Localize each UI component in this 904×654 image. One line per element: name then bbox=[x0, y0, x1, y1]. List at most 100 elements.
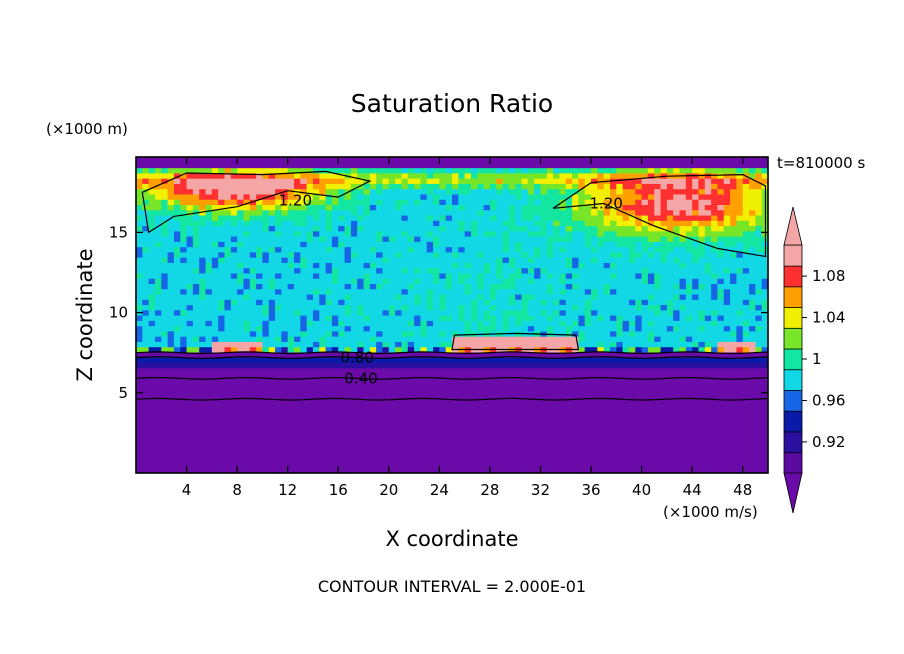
field-cell bbox=[376, 357, 384, 363]
field-cell bbox=[761, 267, 768, 274]
field-cell bbox=[211, 267, 219, 274]
field-cell bbox=[572, 404, 579, 411]
field-cell bbox=[666, 357, 674, 363]
field-cell bbox=[502, 425, 510, 432]
field-cell bbox=[711, 378, 719, 385]
field-cell bbox=[610, 383, 617, 390]
field-cell bbox=[426, 241, 434, 248]
field-cell bbox=[192, 325, 200, 332]
field-cell bbox=[369, 451, 377, 458]
field-cell bbox=[496, 209, 504, 216]
field-cell bbox=[515, 367, 523, 374]
field-cell bbox=[736, 372, 744, 379]
field-cell bbox=[515, 425, 523, 432]
field-cell bbox=[243, 346, 251, 353]
field-cell bbox=[515, 451, 523, 458]
field-cell bbox=[338, 293, 346, 300]
field-cell bbox=[230, 462, 238, 469]
field-cell bbox=[742, 304, 750, 311]
field-cell bbox=[376, 267, 384, 274]
field-cell bbox=[338, 304, 346, 311]
field-cell bbox=[565, 341, 573, 348]
field-cell bbox=[173, 346, 181, 353]
field-cell bbox=[685, 230, 693, 237]
field-cell bbox=[692, 362, 700, 369]
field-cell bbox=[711, 436, 719, 442]
field-cell bbox=[730, 383, 737, 390]
field-cell bbox=[527, 420, 535, 427]
field-cell bbox=[458, 436, 466, 442]
field-cell bbox=[275, 462, 282, 469]
field-cell bbox=[527, 357, 535, 363]
field-cell bbox=[287, 225, 295, 232]
field-cell bbox=[502, 315, 510, 321]
field-cell bbox=[382, 409, 390, 416]
field-cell bbox=[224, 430, 232, 437]
field-cell bbox=[357, 346, 365, 353]
field-cell bbox=[445, 457, 453, 464]
field-cell bbox=[597, 309, 605, 316]
field-cell bbox=[572, 415, 579, 421]
field-cell bbox=[704, 409, 712, 416]
field-cell bbox=[180, 262, 188, 269]
field-cell bbox=[376, 309, 384, 316]
field-cell bbox=[572, 293, 579, 300]
field-cell bbox=[256, 436, 263, 442]
field-cell bbox=[344, 351, 352, 358]
field-cell bbox=[736, 362, 744, 369]
field-cell bbox=[597, 236, 605, 242]
field-cell bbox=[470, 436, 478, 442]
field-cell bbox=[237, 425, 245, 432]
field-cell bbox=[464, 288, 472, 295]
field-cell bbox=[376, 230, 384, 237]
field-cell bbox=[243, 278, 251, 284]
field-cell bbox=[275, 415, 282, 421]
field-cell bbox=[300, 436, 308, 442]
field-cell bbox=[331, 241, 339, 248]
field-cell bbox=[161, 214, 169, 221]
field-cell bbox=[369, 399, 377, 406]
field-cell bbox=[154, 309, 162, 316]
field-cell bbox=[388, 309, 396, 316]
field-cell bbox=[205, 278, 213, 284]
field-cell bbox=[312, 246, 320, 253]
field-cell bbox=[584, 404, 592, 411]
field-cell bbox=[635, 362, 643, 369]
field-cell bbox=[489, 446, 497, 453]
field-cell bbox=[395, 367, 403, 374]
field-cell bbox=[319, 394, 327, 400]
field-cell bbox=[344, 441, 352, 448]
field-cell bbox=[426, 346, 434, 353]
field-cell bbox=[445, 346, 453, 353]
field-cell bbox=[730, 351, 737, 358]
field-cell bbox=[458, 409, 466, 416]
field-cell bbox=[388, 272, 396, 279]
field-cell bbox=[148, 372, 156, 379]
field-cell bbox=[230, 330, 238, 337]
field-cell bbox=[439, 225, 447, 232]
field-cell bbox=[167, 309, 175, 316]
field-cell bbox=[414, 336, 421, 342]
field-cell bbox=[452, 304, 459, 311]
field-cell bbox=[489, 399, 497, 406]
field-cell bbox=[489, 430, 497, 437]
field-cell bbox=[325, 283, 333, 290]
field-cell bbox=[388, 225, 396, 232]
field-cell bbox=[717, 415, 725, 421]
field-cell bbox=[136, 467, 143, 473]
field-cell bbox=[572, 451, 579, 458]
field-cell bbox=[161, 267, 169, 274]
field-cell bbox=[275, 336, 282, 342]
field-cell bbox=[458, 404, 466, 411]
field-cell bbox=[534, 357, 542, 363]
field-cell bbox=[540, 220, 548, 227]
field-cell bbox=[192, 341, 200, 348]
field-cell bbox=[610, 283, 617, 290]
field-cell bbox=[319, 378, 327, 385]
field-cell bbox=[489, 362, 497, 369]
field-cell bbox=[565, 288, 573, 295]
field-cell bbox=[445, 362, 453, 369]
field-cell bbox=[603, 346, 611, 353]
field-cell bbox=[237, 378, 245, 385]
field-cell bbox=[218, 399, 226, 406]
